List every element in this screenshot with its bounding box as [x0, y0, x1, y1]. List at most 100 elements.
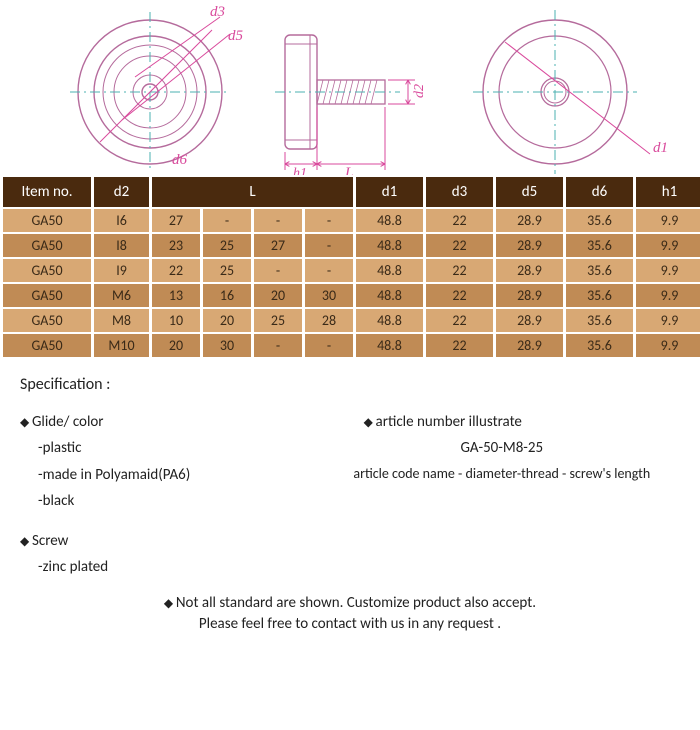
table-cell: 22: [426, 334, 493, 357]
table-cell: GA50: [3, 334, 91, 357]
table-cell: 48.8: [356, 259, 423, 282]
svg-text:d3: d3: [210, 4, 225, 20]
footer-note: Not all standard are shown. Customize pr…: [20, 581, 680, 635]
screw-heading: Screw: [20, 528, 324, 554]
table-cell: 27: [254, 234, 302, 257]
table-cell: M8: [94, 309, 149, 332]
table-cell: 25: [254, 309, 302, 332]
svg-text:d6: d6: [172, 152, 188, 168]
table-cell: 13: [152, 284, 200, 307]
col-header: d2: [94, 177, 149, 207]
table-cell: 48.8: [356, 309, 423, 332]
svg-text:h1: h1: [293, 166, 307, 175]
table-cell: -: [305, 334, 353, 357]
table-row: GA50I8232527-48.82228.935.69.9: [3, 234, 700, 257]
table-row: GA50M61316203048.82228.935.69.9: [3, 284, 700, 307]
technical-diagram: d3d5 d6 h1 Ld2 d1: [0, 0, 700, 175]
footer-line2: Please feel free to contact with us in a…: [199, 615, 501, 633]
table-cell: 9.9: [636, 209, 700, 232]
table-cell: -: [305, 259, 353, 282]
table-cell: 20: [203, 309, 251, 332]
table-cell: GA50: [3, 259, 91, 282]
table-cell: 48.8: [356, 209, 423, 232]
table-cell: -: [254, 259, 302, 282]
table-row: GA50M102030--48.82228.935.69.9: [3, 334, 700, 357]
article-explain: article code name - diameter-thread - sc…: [324, 462, 680, 487]
table-cell: 28.9: [496, 259, 563, 282]
footer-line1: Not all standard are shown. Customize pr…: [164, 594, 536, 612]
col-header: L: [152, 177, 353, 207]
table-cell: 48.8: [356, 334, 423, 357]
spec-title: Specification :: [20, 371, 680, 399]
article-example: GA-50-M8-25: [324, 435, 680, 461]
table-cell: 22: [152, 259, 200, 282]
table-cell: 35.6: [566, 334, 633, 357]
screw-item: -zinc plated: [20, 554, 324, 580]
table-row: GA50I627---48.82228.935.69.9: [3, 209, 700, 232]
table-cell: 28.9: [496, 284, 563, 307]
svg-text:L: L: [344, 165, 353, 175]
glide-item: -black: [20, 488, 324, 514]
table-cell: 28.9: [496, 234, 563, 257]
table-cell: -: [305, 234, 353, 257]
table-cell: 48.8: [356, 234, 423, 257]
col-header: h1: [636, 177, 700, 207]
table-cell: 48.8: [356, 284, 423, 307]
table-cell: 23: [152, 234, 200, 257]
table-cell: 30: [305, 284, 353, 307]
table-cell: I8: [94, 234, 149, 257]
table-cell: 22: [426, 284, 493, 307]
spec-right-col: article number illustrate GA-50-M8-25 ar…: [324, 409, 680, 581]
table-cell: 20: [254, 284, 302, 307]
table-cell: M10: [94, 334, 149, 357]
table-cell: 35.6: [566, 309, 633, 332]
table-cell: 25: [203, 259, 251, 282]
table-cell: 28.9: [496, 309, 563, 332]
table-cell: 20: [152, 334, 200, 357]
svg-text:d2: d2: [412, 84, 427, 98]
table-cell: 35.6: [566, 284, 633, 307]
glide-item: -made in Polyamaid(PA6): [20, 462, 324, 488]
table-cell: 9.9: [636, 234, 700, 257]
table-cell: 28.9: [496, 209, 563, 232]
table-cell: -: [254, 334, 302, 357]
table-cell: 35.6: [566, 234, 633, 257]
table-row: GA50I92225--48.82228.935.69.9: [3, 259, 700, 282]
table-cell: GA50: [3, 284, 91, 307]
table-cell: 25: [203, 234, 251, 257]
svg-text:d5: d5: [228, 28, 244, 44]
dimension-table: Item no.d2Ld1d3d5d6h1 GA50I627---48.8222…: [0, 175, 700, 359]
glide-item: -plastic: [20, 435, 324, 461]
table-cell: 35.6: [566, 209, 633, 232]
table-cell: 9.9: [636, 309, 700, 332]
table-cell: 27: [152, 209, 200, 232]
table-cell: 28: [305, 309, 353, 332]
table-cell: GA50: [3, 309, 91, 332]
col-header: Item no.: [3, 177, 91, 207]
table-cell: 35.6: [566, 259, 633, 282]
col-header: d6: [566, 177, 633, 207]
table-cell: 22: [426, 309, 493, 332]
table-cell: 9.9: [636, 259, 700, 282]
table-cell: 9.9: [636, 284, 700, 307]
table-cell: I9: [94, 259, 149, 282]
table-cell: -: [203, 209, 251, 232]
table-cell: GA50: [3, 209, 91, 232]
table-cell: 28.9: [496, 334, 563, 357]
table-cell: 22: [426, 209, 493, 232]
glide-heading: Glide/ color: [20, 409, 324, 435]
table-cell: 22: [426, 259, 493, 282]
col-header: d5: [496, 177, 563, 207]
table-cell: -: [254, 209, 302, 232]
table-cell: 9.9: [636, 334, 700, 357]
table-cell: 30: [203, 334, 251, 357]
table-cell: 10: [152, 309, 200, 332]
specification-section: Specification : Glide/ color -plastic -m…: [0, 359, 700, 635]
article-heading: article number illustrate: [324, 409, 680, 435]
table-cell: 22: [426, 234, 493, 257]
svg-text:d1: d1: [653, 140, 668, 156]
col-header: d1: [356, 177, 423, 207]
col-header: d3: [426, 177, 493, 207]
table-cell: 16: [203, 284, 251, 307]
table-row: GA50M81020252848.82228.935.69.9: [3, 309, 700, 332]
